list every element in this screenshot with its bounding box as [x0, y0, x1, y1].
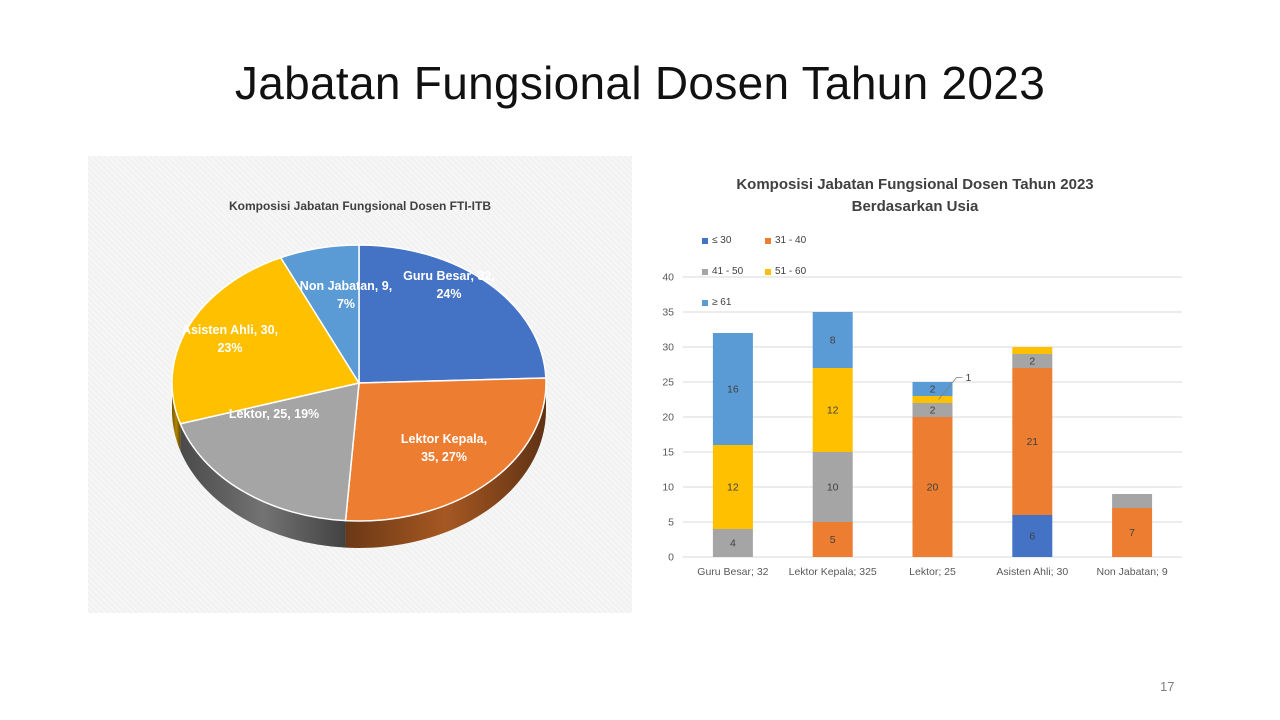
x-tick-label: Asisten Ahli; 30: [996, 566, 1068, 578]
bar-segment: [812, 452, 853, 522]
pie-label-lektor-kepala: Lektor Kepala, 35, 27%: [401, 432, 487, 464]
bar-segment: [712, 333, 753, 445]
bar-data-label: 5: [830, 534, 836, 546]
pie-side-asisten-ahli: [172, 383, 181, 451]
legend-label: 41 - 50: [712, 266, 744, 277]
y-tick-label: 35: [662, 307, 674, 319]
bar-data-label: 8: [830, 335, 836, 347]
legend-item: 31 - 40: [765, 235, 806, 246]
bar-data-label: 7: [1129, 527, 1135, 539]
pie-chart-panel: Guru Besar, 32, 24% Lektor Kepala, 35, 27% L…: [88, 156, 632, 613]
slide-title: Jabatan Fungsional Dosen Tahun 2023: [234, 57, 1046, 109]
pie-label-asisten-ahli: Asisten Ahli, 30, 23%: [182, 323, 278, 355]
bar-segment: [912, 403, 953, 417]
page-number: 17: [1160, 679, 1175, 694]
bar-segment: [812, 312, 853, 368]
y-tick-label: 20: [662, 412, 674, 424]
bar-data-label: 12: [727, 482, 739, 494]
y-tick-label: 40: [662, 272, 674, 284]
x-tick-label: Lektor; 25: [909, 566, 956, 578]
legend-label: 51 - 60: [775, 266, 807, 277]
bar-segment: [1012, 347, 1053, 354]
pie-slice-guru-besar: [358, 244, 547, 384]
y-tick-label: 25: [662, 377, 674, 389]
pie-slice-lektor-kepala: [344, 377, 547, 522]
bar-segment: [1012, 368, 1053, 515]
bar-data-label: 1: [966, 372, 972, 384]
bar-data-label: 10: [827, 482, 839, 494]
legend-swatch: [702, 237, 708, 244]
bar-segment: [812, 522, 853, 557]
bar-segment: [912, 417, 953, 557]
bar-data-label: 20: [927, 482, 939, 494]
bar-segment: [912, 396, 953, 403]
legend-label: 31 - 40: [775, 235, 807, 246]
pie-label-non-jabatan: Non Jabatan, 9, 7%: [300, 279, 392, 311]
bar-segment: [1112, 508, 1153, 557]
pie-label-guru-besar: Guru Besar, 32, 24%: [403, 269, 495, 301]
pie-label-lektor: Lektor, 25, 19%: [229, 407, 319, 421]
x-tick-label: Guru Besar; 32: [697, 566, 768, 578]
y-tick-label: 10: [662, 482, 674, 494]
pie-chart-title: Komposisi Jabatan Fungsional Dosen FTI-I…: [228, 199, 492, 213]
bar-chart-title: Komposisi Jabatan Fungsional Dosen Tahun…: [660, 174, 1170, 218]
bar-segment: [712, 529, 753, 557]
y-tick-label: 15: [662, 447, 674, 459]
bar-segment: [712, 445, 753, 529]
legend-swatch: [765, 268, 771, 275]
x-tick-label: Non Jabatan; 9: [1096, 566, 1167, 578]
legend-label: ≥ 61: [712, 297, 732, 308]
bar-chart-title-line-1: Komposisi Jabatan Fungsional Dosen Tahun…: [736, 176, 1094, 193]
pie-side-walls: [172, 383, 546, 548]
legend-item: 51 - 60: [765, 266, 806, 277]
bar-chart-panel: Komposisi Jabatan Fungsional Dosen Tahun…: [660, 160, 1200, 600]
pie-side-lektor: [180, 423, 346, 548]
pie-slice-non-jabatan: [279, 244, 360, 386]
bar-segment: [1012, 515, 1053, 557]
bar-segment: [1112, 494, 1153, 508]
bar-segment: [1012, 354, 1053, 368]
y-tick-label: 5: [668, 517, 674, 529]
y-tick-label: 30: [662, 342, 674, 354]
legend-swatch: [765, 237, 771, 244]
pie-slice-asisten-ahli: [171, 256, 361, 425]
bar-data-label: 6: [1029, 531, 1035, 543]
bar-data-label: 16: [727, 384, 739, 396]
bar-segment: [812, 368, 853, 452]
legend-swatch: [702, 299, 708, 306]
bar-data-label: 4: [730, 538, 736, 550]
pie-side-lektor-kepala: [345, 383, 546, 548]
bar-data-label: 12: [827, 405, 839, 417]
pie-chart: Guru Besar, 32, 24% Lektor Kepala, 35, 27% L…: [171, 244, 547, 548]
legend-label: ≤ 30: [712, 235, 732, 246]
y-tick-label: 0: [668, 552, 674, 564]
bar-data-label: 2: [1029, 356, 1035, 368]
x-tick-label: Lektor Kepala; 325: [789, 566, 877, 578]
bar-data-label: 21: [1026, 436, 1038, 448]
bar-segment: [912, 382, 953, 396]
bar-data-label: 2: [930, 384, 936, 396]
bar-chart-title-line-2: Berdasarkan Usia: [851, 198, 979, 215]
legend-item: ≤ 30: [702, 235, 731, 246]
legend-item: 41 - 50: [702, 266, 743, 277]
pie-slice-lektor: [179, 382, 360, 522]
legend-swatch: [702, 268, 708, 275]
bar-data-label: 2: [930, 405, 936, 417]
legend-item: ≥ 61: [702, 297, 731, 308]
leader-line: [938, 377, 963, 400]
